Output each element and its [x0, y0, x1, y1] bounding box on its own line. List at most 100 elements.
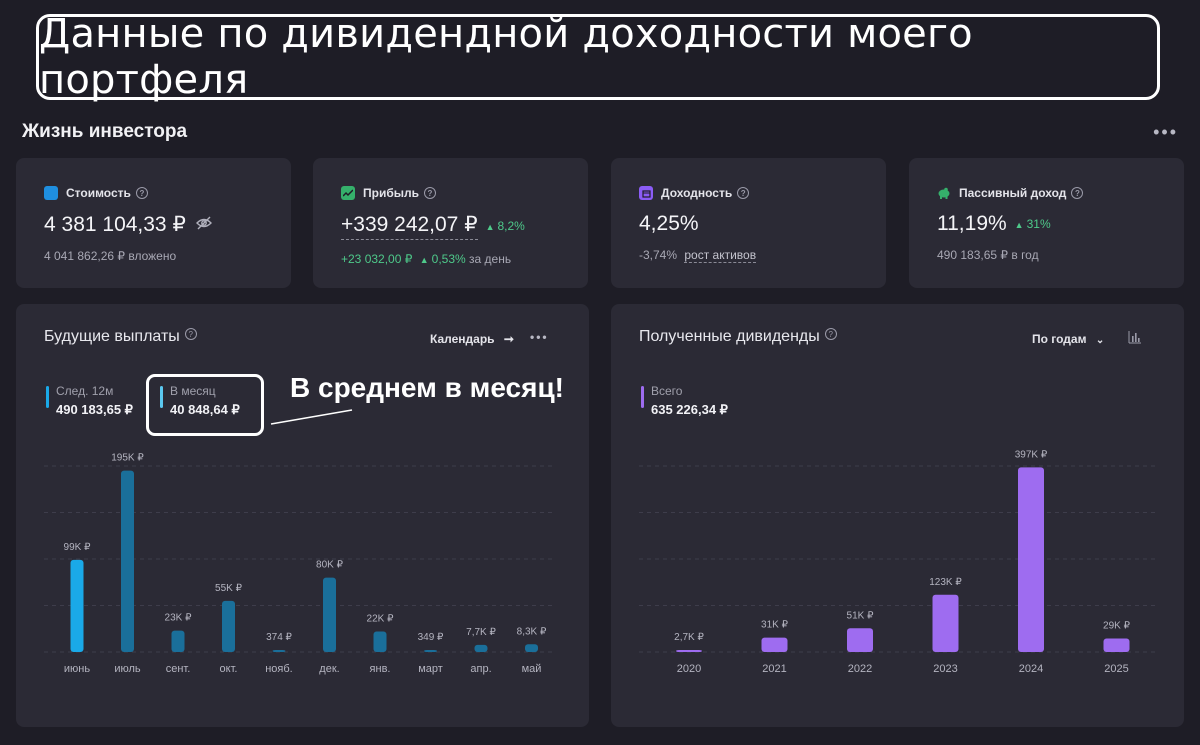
stat-amount[interactable]: +339 242,07 ₽: [341, 212, 478, 240]
bar-value-label: 31K ₽: [761, 620, 789, 631]
stat-label-row: Стоимость ?: [44, 186, 291, 200]
arrow-right-icon: ➞: [503, 332, 514, 346]
chart-bar[interactable]: [1103, 638, 1130, 652]
bar-chart-toggle-icon[interactable]: [1128, 330, 1142, 347]
x-tick-label: июнь: [64, 663, 90, 675]
received-title: Полученные дивиденды: [639, 328, 820, 345]
x-tick-label: 2020: [677, 663, 701, 675]
stat-amount: 4,25%: [639, 212, 699, 235]
x-tick-label: 2021: [762, 663, 786, 675]
metric-total: Всего 635 226,34 ₽: [641, 384, 728, 418]
x-tick-label: окт.: [220, 663, 238, 675]
stat-amount: 4 381 104,33 ₽: [44, 213, 186, 236]
chart-bar[interactable]: [1018, 467, 1044, 652]
stat-card-profit[interactable]: Прибыль ? +339 242,07 ₽ 8,2% +23 032,00 …: [313, 158, 588, 288]
stat-sub-row: -3,74% рост активов: [639, 248, 886, 263]
x-tick-label: март: [418, 663, 443, 675]
received-title-row: Полученные дивиденды?: [639, 328, 837, 346]
help-icon[interactable]: ?: [1071, 187, 1084, 199]
x-tick-label: янв.: [370, 663, 391, 675]
x-tick-label: 2022: [848, 663, 872, 675]
highlight-frame: [146, 374, 264, 436]
x-tick-label: 2023: [933, 663, 957, 675]
bar-value-label: 349 ₽: [418, 632, 444, 643]
chart-bar[interactable]: [932, 594, 959, 652]
help-icon[interactable]: ?: [135, 187, 148, 199]
calendar-label: Календарь: [430, 332, 495, 346]
future-more-button[interactable]: •••: [530, 330, 549, 344]
x-tick-label: июль: [114, 663, 141, 675]
chart-bar[interactable]: [373, 631, 387, 652]
section-more-button[interactable]: •••: [1153, 122, 1178, 142]
chart-bar[interactable]: [70, 559, 84, 652]
chart-bar[interactable]: [424, 650, 437, 652]
chart-bar[interactable]: [525, 644, 538, 652]
help-icon[interactable]: ?: [824, 328, 837, 340]
chart-bar[interactable]: [121, 470, 134, 652]
stat-value-row: 4,25%: [639, 212, 886, 236]
stat-card-value[interactable]: Стоимость ? 4 381 104,33 ₽ 4 041 862,26 …: [16, 158, 291, 288]
asset-growth-link[interactable]: рост активов: [684, 248, 757, 263]
bar-value-label: 51K ₽: [847, 610, 875, 621]
stat-label: Доходность: [661, 186, 733, 200]
bar-value-label: 7,7K ₽: [466, 627, 496, 638]
chart-bar[interactable]: [171, 630, 185, 652]
chart-bar[interactable]: [474, 644, 488, 652]
stat-label-row: Пассивный доход ?: [937, 186, 1184, 200]
metric-label: Всего: [651, 384, 683, 398]
bar-value-label: 2,7K ₽: [674, 632, 704, 643]
received-dividends-panel: [611, 304, 1184, 727]
stat-sub-amount: +23 032,00 ₽: [341, 252, 413, 266]
bar-value-label: 397K ₽: [1015, 449, 1048, 460]
metric-next-12m: .m-blue::before{background:#1aa9e8;} Сле…: [46, 384, 133, 418]
help-icon[interactable]: ?: [737, 187, 750, 199]
period-label: По годам: [1032, 332, 1087, 346]
chart-bar[interactable]: [676, 650, 702, 652]
stat-card-yield[interactable]: Доходность ? 4,25% -3,74% рост активов: [611, 158, 886, 288]
stat-card-passive[interactable]: Пассивный доход ? 11,19% 31% 490 183,65 …: [909, 158, 1184, 288]
wallet-icon: [44, 186, 58, 200]
metric-label: След. 12м: [56, 384, 114, 398]
chart-bar[interactable]: [761, 637, 788, 652]
bar-value-label: 99K ₽: [64, 542, 92, 553]
stat-amount: 11,19%: [937, 212, 1007, 235]
period-select[interactable]: По годам ⌄: [1032, 332, 1104, 346]
bar-value-label: 8,3K ₽: [517, 626, 547, 637]
help-icon[interactable]: ?: [424, 187, 436, 199]
calendar-icon: [639, 186, 653, 200]
banner-title: Данные по дивидендной доходности моего п…: [36, 11, 1160, 103]
future-payouts-title-row: Будущие выплаты?: [44, 328, 197, 346]
chart-up-icon: [341, 186, 355, 200]
stat-sub-row: +23 032,00 ₽ 0,53% за день: [341, 252, 588, 266]
metric-value: 40 848,64 ₽: [170, 402, 240, 417]
bar-value-label: 123K ₽: [929, 577, 962, 588]
bar-value-label: 23K ₽: [165, 613, 193, 624]
future-payouts-chart: 99K ₽ июнь 195K ₽ июль 23K ₽ сент. 55K ₽ окт. 37…: [44, 453, 554, 675]
chart-bar[interactable]: [847, 628, 873, 652]
bar-value-label: 374 ₽: [266, 632, 292, 643]
stat-change: 31%: [1015, 217, 1051, 231]
stat-label: Прибыль: [363, 186, 419, 200]
bar-value-label: 195K ₽: [111, 453, 144, 464]
x-tick-label: дек.: [319, 663, 339, 675]
metric-value: 490 183,65 ₽: [56, 402, 133, 417]
chart-bar[interactable]: [272, 650, 286, 652]
metric-per-month: В месяц 40 848,64 ₽: [160, 384, 240, 418]
callout-text: В среднем в месяц!: [290, 372, 564, 403]
chart-bar[interactable]: [222, 600, 235, 652]
bar-value-label: 80K ₽: [316, 560, 344, 571]
calendar-button[interactable]: Календарь ➞: [430, 332, 514, 346]
eye-off-icon[interactable]: [195, 216, 212, 233]
help-icon[interactable]: ?: [184, 328, 197, 340]
x-tick-label: май: [522, 663, 542, 675]
stat-sub-change: 0,53%: [420, 252, 466, 266]
stat-value-row: +339 242,07 ₽ 8,2%: [341, 212, 588, 240]
metric-value: 635 226,34 ₽: [651, 402, 728, 417]
stat-change: 8,2%: [486, 219, 524, 233]
stat-label-row: Доходность ?: [639, 186, 886, 200]
x-tick-label: сент.: [166, 663, 191, 675]
chevron-down-icon: ⌄: [1095, 335, 1105, 346]
received-dividends-chart: 2,7K ₽ 2020 31K ₽ 2021 51K ₽ 2022 123K ₽ 2023 39…: [639, 449, 1159, 675]
chart-bar[interactable]: [323, 577, 336, 652]
